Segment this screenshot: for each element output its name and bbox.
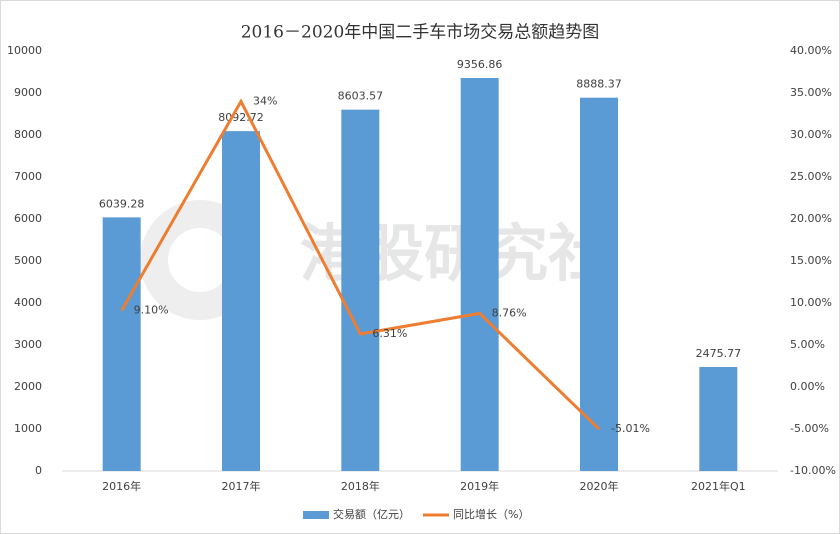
bar-value-label: 8092.72 [218,111,264,124]
bar [222,131,260,471]
y2-tick-label: 40.00% [790,44,832,57]
bar-value-label: 2475.77 [696,347,742,360]
line [120,98,601,431]
y2-tick-label: 25.00% [790,170,832,183]
y2-tick-label: -10.00% [790,464,836,477]
y2-tick-label: 10.00% [790,296,832,309]
y-tick-label: 1000 [14,422,42,435]
y-tick-label: 8000 [14,128,42,141]
x-tick-label: 2020年 [580,479,619,493]
y-tick-label: 7000 [14,170,42,183]
y-tick-label: 9000 [14,86,42,99]
y2-tick-label: 30.00% [790,128,832,141]
x-tick-label: 2016年 [102,479,141,493]
y-tick-label: 6000 [14,212,42,225]
watermark-logo [168,228,232,292]
bar-value-label: 9356.86 [457,58,503,71]
bar [102,217,141,471]
legend-swatch [303,511,329,519]
line-value-label: 9.10% [134,304,169,317]
y2-tick-label: 5.00% [790,338,825,351]
y-tick-label: 3000 [14,338,42,351]
y-tick-label: 5000 [14,254,42,267]
y2-tick-label: 20.00% [790,212,832,225]
legend-label: 同比增长（%） [453,507,529,521]
line-value-label: -5.01% [611,422,650,435]
bar [341,109,380,472]
x-tick-label: 2019年 [460,479,499,493]
legend-label: 交易额（亿元） [333,507,410,521]
y2-tick-label: -5.00% [790,422,829,435]
y-tick-label: 10000 [7,44,42,57]
y-tick-label: 2000 [14,380,42,393]
y2-tick-label: 15.00% [790,254,832,267]
bar [460,78,499,472]
line-value-label: 34% [253,94,277,107]
line-value-label: 6.31% [372,327,407,340]
y2-tick-label: 35.00% [790,86,832,99]
bar-value-label: 6039.28 [99,197,145,210]
bar-value-label: 8603.57 [338,90,384,103]
x-tick-label: 2018年 [341,479,380,493]
x-tick-label: 2021年Q1 [691,479,746,493]
y-tick-label: 4000 [14,296,42,309]
bar-value-label: 8888.37 [576,78,622,91]
line-value-label: 8.76% [492,306,527,319]
bar [580,97,618,471]
x-tick-label: 2017年 [222,479,261,493]
chart-title: 2016－2020年中国二手车市场交易总额趋势图 [241,23,600,43]
bar [699,367,738,471]
y2-tick-label: 0.00% [790,380,825,393]
y-tick-label: 0 [35,464,42,477]
